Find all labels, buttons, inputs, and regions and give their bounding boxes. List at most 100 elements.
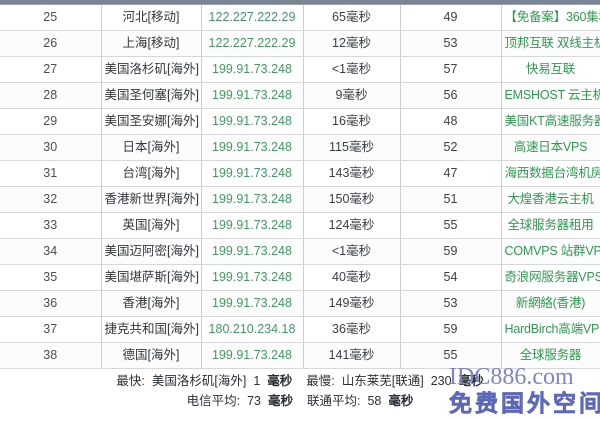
- table-row[interactable]: 28 美国圣何塞[海外] 199.91.73.248 9毫秒 56 EMSHOS…: [0, 82, 600, 109]
- row-sponsor[interactable]: 【免备案】360集群: [501, 5, 600, 31]
- row-latency: <1毫秒: [303, 238, 401, 265]
- row-latency: 143毫秒: [303, 160, 401, 187]
- fastest-unit: 毫秒: [267, 374, 293, 388]
- row-ip: 199.91.73.248: [201, 56, 304, 83]
- row-sponsor-label: EMSHOST 云主机: [504, 88, 600, 102]
- row-index: 33: [0, 212, 102, 239]
- row-sponsor-label: 高速日本VPS: [513, 140, 588, 154]
- row-location: 河北[移动]: [101, 5, 202, 31]
- row-sponsor[interactable]: 新網絡(香港): [501, 290, 600, 317]
- summary-block: 最快: 美国洛杉矶[海外] 1 毫秒 最慢: 山东莱芜[联通] 230 毫秒 电信平均: 73 毫…: [0, 371, 600, 411]
- table-row[interactable]: 26 上海[移动] 122.227.222.29 12毫秒 53 顶邦互联 双线…: [0, 30, 600, 57]
- row-location: 美国圣安娜[海外]: [101, 108, 202, 135]
- row-sponsor-label: COMVPS 站群VPS: [504, 244, 600, 258]
- row-sponsor[interactable]: HardBirch高端VPS: [501, 316, 600, 343]
- row-ttl: 56: [400, 82, 502, 109]
- row-sponsor[interactable]: 高速日本VPS: [501, 134, 600, 161]
- row-ip: 180.210.234.18: [201, 316, 304, 343]
- row-index: 34: [0, 238, 102, 265]
- row-sponsor[interactable]: 顶邦互联 双线主机: [501, 30, 600, 57]
- row-sponsor[interactable]: 快易互联: [501, 56, 600, 83]
- table-row[interactable]: 34 美国迈阿密[海外] 199.91.73.248 <1毫秒 59 COMVP…: [0, 238, 600, 265]
- row-sponsor[interactable]: 奇浪网服务器VPS: [501, 264, 600, 291]
- table-header-band: [0, 0, 600, 5]
- row-index: 28: [0, 82, 102, 109]
- slowest-unit: 毫秒: [458, 374, 484, 388]
- row-sponsor-label: 全球服务器租用: [507, 218, 594, 232]
- row-location: 英国[海外]: [101, 212, 202, 239]
- row-sponsor-label: 海西数据台湾机房: [504, 166, 600, 180]
- slowest-node: 山东莱芜[联通]: [341, 374, 424, 388]
- row-latency: 149毫秒: [303, 290, 401, 317]
- row-ttl: 55: [400, 342, 502, 369]
- fastest-value: 1: [253, 374, 261, 388]
- row-sponsor[interactable]: COMVPS 站群VPS: [501, 238, 600, 265]
- row-ttl: 59: [400, 238, 502, 265]
- fastest-label: 最快:: [116, 374, 145, 388]
- row-index: 29: [0, 108, 102, 135]
- row-ip: 199.91.73.248: [201, 238, 304, 265]
- row-latency: 150毫秒: [303, 186, 401, 213]
- row-index: 38: [0, 342, 102, 369]
- table-row[interactable]: 37 捷克共和国[海外] 180.210.234.18 36毫秒 59 Hard…: [0, 316, 600, 343]
- row-sponsor-label: 【免备案】360集群: [504, 10, 600, 24]
- table-row[interactable]: 38 德国[海外] 199.91.73.248 141毫秒 55 全球服务器: [0, 342, 600, 369]
- table-row[interactable]: 35 美国堪萨斯[海外] 199.91.73.248 40毫秒 54 奇浪网服务…: [0, 264, 600, 291]
- slowest-label: 最慢:: [306, 374, 335, 388]
- telecom-average-unit: 毫秒: [267, 394, 293, 408]
- row-latency: 40毫秒: [303, 264, 401, 291]
- row-latency: 36毫秒: [303, 316, 401, 343]
- row-location: 美国圣何塞[海外]: [101, 82, 202, 109]
- ping-result-table: 25 河北[移动] 122.227.222.29 65毫秒 49 【免备案】36…: [0, 5, 600, 369]
- row-ttl: 55: [400, 212, 502, 239]
- row-ttl: 52: [400, 134, 502, 161]
- row-index: 36: [0, 290, 102, 317]
- row-sponsor[interactable]: 大煌香港云主机: [501, 186, 600, 213]
- table-row[interactable]: 27 美国洛杉矶[海外] 199.91.73.248 <1毫秒 57 快易互联: [0, 56, 600, 83]
- row-sponsor[interactable]: 全球服务器: [501, 342, 600, 369]
- row-location: 台湾[海外]: [101, 160, 202, 187]
- row-sponsor[interactable]: 全球服务器租用: [501, 212, 600, 239]
- row-ttl: 49: [400, 5, 502, 31]
- row-index: 27: [0, 56, 102, 83]
- row-sponsor[interactable]: EMSHOST 云主机: [501, 82, 600, 109]
- row-ttl: 53: [400, 290, 502, 317]
- slowest-value: 230: [430, 374, 452, 388]
- row-ip: 199.91.73.248: [201, 108, 304, 135]
- table-row[interactable]: 25 河北[移动] 122.227.222.29 65毫秒 49 【免备案】36…: [0, 5, 600, 31]
- row-ip: 199.91.73.248: [201, 342, 304, 369]
- row-index: 32: [0, 186, 102, 213]
- row-latency: 141毫秒: [303, 342, 401, 369]
- row-sponsor[interactable]: 海西数据台湾机房: [501, 160, 600, 187]
- row-sponsor-label: 顶邦互联 双线主机: [504, 36, 600, 50]
- row-ttl: 57: [400, 56, 502, 83]
- row-latency: 12毫秒: [303, 30, 401, 57]
- row-sponsor-label: 大煌香港云主机: [507, 192, 594, 206]
- table-row[interactable]: 32 香港新世界[海外] 199.91.73.248 150毫秒 51 大煌香港…: [0, 186, 600, 213]
- row-index: 37: [0, 316, 102, 343]
- telecom-average-label: 电信平均:: [186, 394, 241, 408]
- row-latency: <1毫秒: [303, 56, 401, 83]
- row-location: 上海[移动]: [101, 30, 202, 57]
- unicom-average-unit: 毫秒: [388, 394, 414, 408]
- row-index: 26: [0, 30, 102, 57]
- summary-line-extremes: 最快: 美国洛杉矶[海外] 1 毫秒 最慢: 山东莱芜[联通] 230 毫秒: [0, 371, 600, 391]
- summary-line-averages: 电信平均: 73 毫秒 联通平均: 58 毫秒: [0, 391, 600, 411]
- row-ttl: 59: [400, 316, 502, 343]
- table-row[interactable]: 36 香港[海外] 199.91.73.248 149毫秒 53 新網絡(香港): [0, 290, 600, 317]
- row-sponsor-label: HardBirch高端VPS: [504, 322, 600, 336]
- table-row[interactable]: 29 美国圣安娜[海外] 199.91.73.248 16毫秒 48 美国KT高…: [0, 108, 600, 135]
- fastest-node: 美国洛杉矶[海外]: [151, 374, 247, 388]
- row-sponsor[interactable]: 美国KT高速服务器: [501, 108, 600, 135]
- row-location: 德国[海外]: [101, 342, 202, 369]
- table-row[interactable]: 30 日本[海外] 199.91.73.248 115毫秒 52 高速日本VPS: [0, 134, 600, 161]
- table-row[interactable]: 31 台湾[海外] 199.91.73.248 143毫秒 47 海西数据台湾机…: [0, 160, 600, 187]
- row-ip: 122.227.222.29: [201, 30, 304, 57]
- row-ttl: 51: [400, 186, 502, 213]
- row-index: 35: [0, 264, 102, 291]
- row-location: 美国堪萨斯[海外]: [101, 264, 202, 291]
- row-location: 香港新世界[海外]: [101, 186, 202, 213]
- row-ttl: 47: [400, 160, 502, 187]
- table-row[interactable]: 33 英国[海外] 199.91.73.248 124毫秒 55 全球服务器租用: [0, 212, 600, 239]
- row-ip: 199.91.73.248: [201, 290, 304, 317]
